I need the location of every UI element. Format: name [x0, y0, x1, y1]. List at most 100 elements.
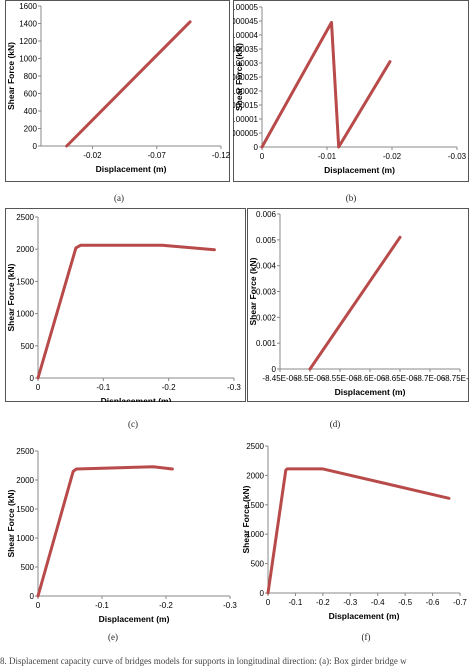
- chart-f-svg: 0 500 1000 1500 2000 2500 0 -0.1 -0.2 -0.3 -0.4 -0.…: [241, 442, 467, 621]
- chart-panel-d: 0 0.001 0.002 0.003 0.004 0.005 0.006 -8.45E-06…: [247, 208, 469, 402]
- x-tick-label: -0.12: [212, 151, 230, 160]
- x-tick-label: -0.03: [448, 152, 467, 161]
- y-tick-label: 1500: [16, 277, 34, 286]
- x-tick-label: -8.5E-06: [295, 374, 326, 383]
- y-tick-label: 0.003: [256, 288, 277, 297]
- x-tick-label: -0.07: [148, 151, 167, 160]
- y-tick-label: 1000: [19, 55, 37, 64]
- panel-label-d: (d): [329, 419, 341, 429]
- x-axis-title: Displacement (m): [324, 165, 395, 175]
- x-tick-label: 0: [266, 598, 271, 607]
- y-tick-label: 0.00002: [233, 87, 259, 96]
- y-axis-title: Shear Force (kN): [241, 485, 251, 553]
- y-tick-label: 600: [24, 90, 38, 99]
- y-tick-label: 2000: [16, 476, 34, 485]
- x-axis-title: Displacement (m): [101, 396, 172, 402]
- y-tick-label: 2500: [16, 447, 34, 456]
- y-tick-label: 200: [24, 125, 38, 134]
- x-tick-label: -0.6: [426, 598, 440, 607]
- y-axis-title: Shear Force (kN): [6, 489, 16, 557]
- x-tick-label: -0.3: [343, 598, 357, 607]
- x-tick-label: -0.01: [318, 152, 337, 161]
- y-tick-label: 0.004: [256, 262, 277, 271]
- y-tick-label: 0.002: [256, 313, 277, 322]
- chart-panel-f: 0 500 1000 1500 2000 2500 0 -0.1 -0.2 -0.3 -0.4 -0.…: [240, 440, 469, 622]
- y-tick-label: 0: [33, 142, 38, 151]
- x-tick-label: 0: [36, 601, 41, 610]
- series-line: [36, 465, 174, 598]
- y-tick-label: 0: [254, 143, 259, 152]
- chart-b-frame: [233, 0, 469, 182]
- y-tick-label: 0.000005: [233, 129, 259, 138]
- x-tick-label: -0.02: [383, 152, 402, 161]
- chart-e-svg: 0 500 1000 1500 2000 2500 0 -0.1 -0.2 -0.3 Displac…: [6, 447, 237, 624]
- x-tick-label: -0.1: [95, 601, 109, 610]
- y-axis-title: Shear Force (kN): [234, 43, 244, 111]
- y-tick-label: 0: [30, 374, 35, 383]
- x-tick-label: -0.02: [83, 151, 102, 160]
- x-axis-title: Displacement (m): [329, 611, 400, 621]
- y-tick-label: 0: [260, 589, 265, 598]
- y-tick-label: 1600: [19, 2, 37, 11]
- y-tick-label: 2500: [16, 213, 34, 222]
- chart-a-frame: [5, 0, 230, 182]
- x-tick-label: -0.2: [159, 601, 173, 610]
- y-tick-label: 400: [24, 107, 38, 116]
- y-tick-label: 500: [21, 563, 35, 572]
- y-tick-label: 0: [272, 365, 277, 374]
- y-tick-label: 0.000015: [233, 101, 259, 110]
- series-line: [260, 20, 392, 149]
- x-tick-label: -8.65E-06: [382, 374, 418, 383]
- y-tick-label: 0.006: [256, 210, 277, 219]
- x-tick-label: -0.2: [162, 383, 176, 392]
- series-line: [266, 467, 451, 595]
- y-tick-label: 0.00004: [233, 31, 259, 40]
- x-tick-label: -8.55E-06: [322, 374, 358, 383]
- x-tick-label: -0.3: [227, 383, 241, 392]
- y-tick-label: 1500: [246, 501, 264, 510]
- chart-b-svg: 0 0.000005 0.00001 0.000015 0.00002 0.000025 0…: [233, 0, 469, 182]
- series-line: [308, 235, 402, 371]
- x-tick-label: -0.5: [398, 598, 412, 607]
- y-tick-label: 0.000025: [233, 73, 259, 82]
- y-tick-label: 500: [21, 342, 35, 351]
- y-tick-label: 0.000035: [233, 45, 259, 54]
- y-tick-label: 1400: [19, 20, 37, 29]
- y-tick-label: 1500: [16, 505, 34, 514]
- series-line: [36, 243, 216, 380]
- chart-c-svg: 0 500 1000 1500 2000 2500 0 -0.1 -0.2 -0.3 Displac…: [5, 208, 246, 402]
- x-tick-label: 0: [260, 152, 265, 161]
- panel-label-a: (a): [114, 193, 124, 203]
- x-axis-title: Displacement (m): [99, 614, 170, 624]
- y-tick-label: 0.00005: [233, 3, 259, 12]
- y-tick-label: 500: [251, 560, 265, 569]
- x-tick-label: -8.6E-06: [355, 374, 386, 383]
- y-tick-label: 0.000045: [233, 17, 259, 26]
- chart-d-svg: 0 0.001 0.002 0.003 0.004 0.005 0.006 -8.45E-06…: [247, 208, 469, 402]
- chart-panel-a: 0 200 400 600 800 1000 1200 1400 1600 -0.02 -0.07 -…: [5, 0, 230, 182]
- panel-label-f: (f): [361, 632, 371, 642]
- y-tick-label: 0.001: [256, 339, 277, 348]
- y-tick-label: 1000: [16, 310, 34, 319]
- y-axis-title: Shear Force (kN): [6, 42, 16, 110]
- y-tick-label: 1000: [246, 530, 264, 539]
- y-tick-label: 0.00003: [233, 59, 259, 68]
- panel-label-b: (b): [345, 193, 357, 203]
- y-axis-title: Shear Force (kN): [248, 257, 258, 325]
- chart-panel-e: 0 500 1000 1500 2000 2500 0 -0.1 -0.2 -0.3 Displac…: [5, 445, 241, 627]
- x-tick-label: -0.1: [96, 383, 110, 392]
- y-tick-label: 0: [30, 592, 35, 601]
- x-axis-title: Displacement (m): [96, 164, 167, 174]
- y-tick-label: 0.00001: [233, 115, 259, 124]
- chart-c-frame: [5, 208, 246, 402]
- chart-panel-b: 0 0.000005 0.00001 0.000015 0.00002 0.000025 0…: [233, 0, 469, 182]
- x-tick-label: -0.7: [453, 598, 467, 607]
- panel-label-c: (c): [128, 419, 138, 429]
- y-tick-label: 2000: [246, 471, 264, 480]
- x-tick-label: -0.3: [223, 601, 237, 610]
- y-tick-label: 1200: [19, 37, 37, 46]
- x-tick-label: -0.1: [289, 598, 303, 607]
- figure-caption: 8. Displacement capacity curve of bridge…: [0, 656, 407, 666]
- x-axis-title: Displacement (m): [335, 387, 406, 397]
- x-tick-label: -0.4: [371, 598, 385, 607]
